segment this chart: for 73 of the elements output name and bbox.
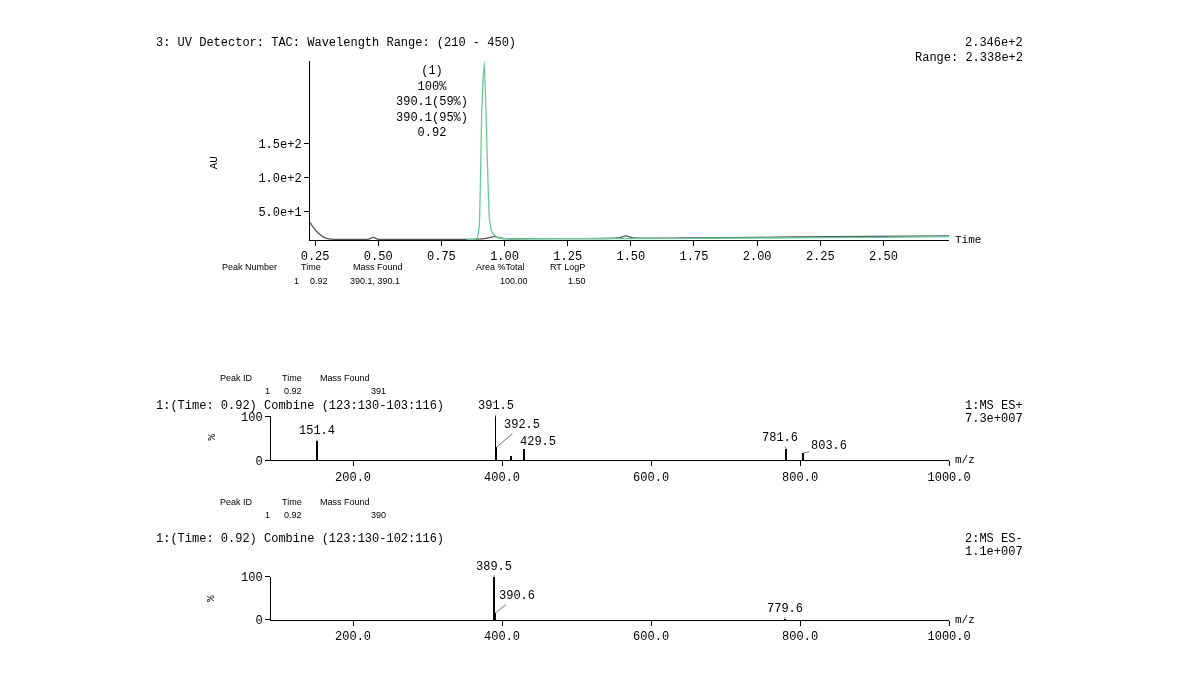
x-tick-label: 1.75 (679, 250, 709, 265)
chart-title: 1:(Time: 0.92) Combine (123:130-102:116) (156, 532, 445, 546)
y-tick-label: 1.5e+2 (258, 137, 302, 152)
x-tick-label: 600.0 (633, 470, 670, 485)
text: Time (282, 497, 302, 507)
annotation: 390.6 (499, 589, 536, 603)
text: Mass Found (320, 373, 370, 383)
y-tick-label: 100 (241, 571, 263, 586)
text: 1 (265, 386, 271, 396)
x-tick-label: 200.0 (335, 470, 372, 485)
text: Peak ID (220, 497, 253, 507)
text: Time (282, 373, 302, 383)
text: 390.1, 390.1 (350, 276, 401, 286)
chart-title: 3: UV Detector: TAC: Wavelength Range: (210 - 450) (156, 36, 517, 50)
y-axis-title: % (205, 433, 218, 441)
annotation: 392.5 (504, 418, 541, 432)
x-tick-label: 2.50 (869, 250, 898, 265)
x-tick-label: 1000.0 (927, 470, 971, 485)
y-tick-label: 100 (241, 410, 263, 425)
x-tick-label: 1.25 (553, 250, 583, 265)
text: Area %Total (476, 262, 525, 272)
x-axis-title: m/z (955, 614, 975, 626)
x-tick-label: 800.0 (782, 630, 819, 645)
y-tick-label: 1.0e+2 (258, 171, 302, 186)
y-axis-title: % (205, 595, 218, 603)
text: 1 (265, 510, 271, 520)
y-axis-title: AU (207, 156, 220, 170)
text: 390 (371, 510, 387, 520)
x-tick-label: 200.0 (335, 630, 372, 645)
text: 7.3e+007 (965, 412, 1023, 426)
text: 2:MS ES- (965, 532, 1023, 546)
y-tick-label: 0 (255, 614, 263, 629)
x-tick-label: 1.50 (616, 250, 646, 265)
x-tick-label: 0.75 (426, 250, 456, 265)
x-tick-label: 400.0 (484, 470, 521, 485)
text: 2.346e+2 (965, 36, 1023, 50)
x-tick-label: 2.25 (805, 250, 835, 265)
annotation: (1) 100% 390.1(59%) 390.1(95%) 0.92 (396, 64, 469, 141)
text: Mass Found (353, 262, 403, 272)
annotation: 151.4 (299, 424, 336, 438)
text: 0.92 (310, 276, 328, 286)
annotation: 389.5 (476, 560, 513, 574)
y-tick-label: 5.0e+1 (258, 205, 302, 220)
text: 0.92 (284, 510, 302, 520)
x-tick-label: 1000.0 (927, 630, 971, 645)
text: 1:MS ES+ (965, 399, 1023, 413)
x-axis-title: m/z (955, 454, 975, 466)
annotation: 803.6 (811, 439, 848, 453)
x-tick-label: 600.0 (633, 630, 670, 645)
text: RT LogP (550, 262, 586, 272)
text: 1.1e+007 (965, 545, 1023, 559)
x-axis-title: Time (955, 234, 982, 246)
x-tick-label: 400.0 (484, 630, 521, 645)
text: 1 (294, 276, 300, 286)
chart-title: 1:(Time: 0.92) Combine (123:130-103:116) (156, 399, 445, 413)
x-tick-label: 800.0 (782, 470, 819, 485)
annotation: 781.6 (762, 431, 799, 445)
text: Time (301, 262, 321, 272)
x-tick-label: 0.50 (363, 250, 393, 265)
y-tick-label: 0 (255, 454, 263, 469)
text: Peak ID (220, 373, 253, 383)
text: 1.50 (568, 276, 586, 286)
annotation: 391.5 (478, 399, 515, 413)
annotation: Range: 2.338e+2 (915, 51, 1024, 65)
text: Mass Found (320, 497, 370, 507)
text: Peak Number (222, 262, 278, 272)
x-tick-label: 2.00 (742, 250, 772, 265)
text: 391 (371, 386, 387, 396)
annotation: 429.5 (520, 435, 557, 449)
annotation: 779.6 (767, 602, 804, 616)
text: 0.92 (284, 386, 302, 396)
x-tick-label: 1.00 (490, 250, 519, 265)
text: 100.00 (500, 276, 528, 286)
